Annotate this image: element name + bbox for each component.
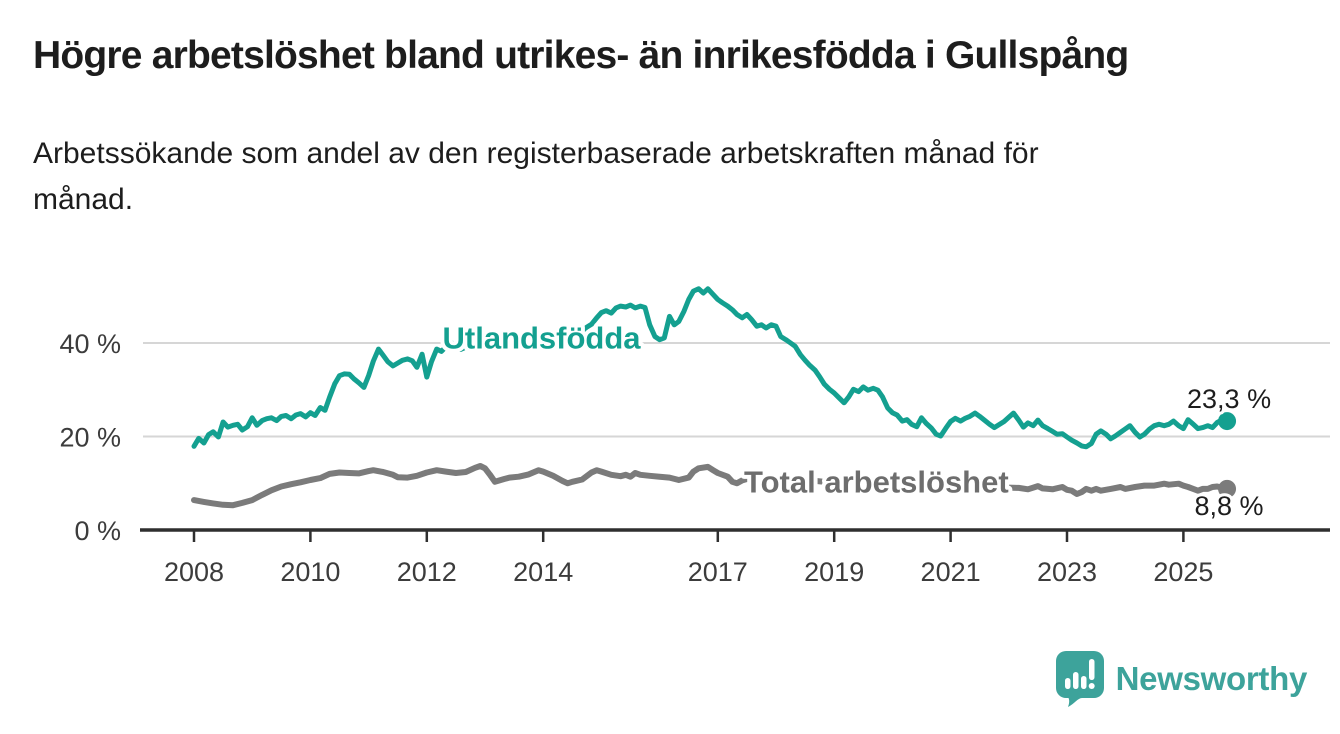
x-tick-label: 2023 [1037,557,1097,587]
page-subtitle: Arbetssökande som andel av den registerb… [33,131,1039,223]
logo-bar-2 [1072,672,1079,689]
brand-footer: Newsworthy [1055,650,1307,708]
series-label-total-arbetsloshet: Total arbetslöshet [744,465,1009,500]
page-title: Högre arbetslöshet bland utrikes- än inr… [33,34,1129,77]
x-tick-label: 2021 [921,557,981,587]
x-tick-label: 2017 [688,557,748,587]
x-tick-label: 2008 [164,557,224,587]
series-label-utlandsfodda: Utlandsfödda [443,321,642,356]
series-annotations: Utlandsfödda 23,3 % Total arbetslöshet 8,8 … [439,317,1275,524]
end-dot-utlandsfodda [1218,412,1237,431]
end-value-label-utlandsfodda: 23,3 % [1187,384,1271,414]
y-tick-label: 40 % [59,329,121,359]
x-tick-label: 2010 [280,557,340,587]
y-axis-labels: 0 % 20 % 40 % [59,329,121,546]
subtitle-line-2: månad. [33,183,134,216]
subtitle-line-1: Arbetssökande som andel av den registerb… [33,137,1039,170]
x-axis-ticks: 2008 2010 2012 2014 2017 2019 2021 2023 2025 [164,531,1213,587]
gridlines [143,342,1330,438]
brand-name: Newsworthy [1115,660,1308,697]
x-tick-label: 2019 [804,557,864,587]
logo-exclamation-bar [1088,659,1095,680]
logo-bar-3 [1080,676,1087,689]
series-lines [191,286,1230,509]
end-dot-total-arbetsloshet [1218,479,1237,498]
series-line-utlandsfodda [191,286,1230,450]
x-tick-label: 2025 [1153,557,1213,587]
newsworthy-logo-icon [1055,651,1104,707]
logo-exclamation-dot [1088,683,1095,689]
series-line-total-arbetsloshet [191,463,1230,509]
y-tick-label: 20 % [59,423,121,453]
y-tick-label: 0 % [74,516,121,546]
speech-bubble-shape [1055,651,1104,707]
x-tick-label: 2014 [513,557,573,587]
end-value-label-total-arbetsloshet: 8,8 % [1195,491,1264,521]
x-tick-label: 2012 [397,557,457,587]
logo-bar-1 [1064,678,1071,689]
